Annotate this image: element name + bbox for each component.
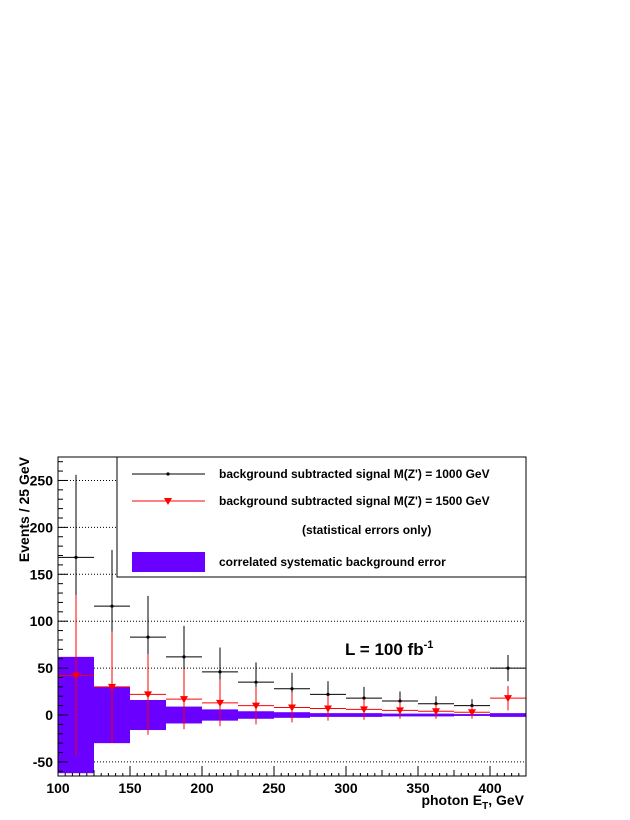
data-point-1500 (72, 672, 80, 680)
data-point-1500 (252, 702, 260, 710)
data-point-1000 (218, 670, 222, 674)
x-axis-title-tail: , GeV (488, 792, 524, 808)
data-point-1500 (504, 695, 512, 703)
data-point-1000 (398, 699, 402, 703)
legend-note: (statistical errors only) (302, 523, 431, 537)
data-point-1500 (360, 706, 368, 714)
x-tick-label: 200 (190, 780, 214, 796)
data-point-1000 (362, 696, 366, 700)
y-tick-label: 200 (30, 519, 54, 535)
data-point-1500 (216, 699, 224, 707)
x-tick-label: 100 (46, 780, 70, 796)
legend-marker-1500 (164, 498, 172, 505)
data-point-1500 (180, 696, 188, 704)
y-tick-label: -50 (33, 754, 53, 770)
luminosity-text: L = 100 fb (345, 640, 424, 659)
axis-layer: 100 150 200 250 300 350 400 -50 0 50 100 150 200 250 (30, 461, 527, 796)
data-point-1500 (324, 705, 332, 713)
data-point-1000 (146, 635, 150, 639)
x-tick-label: 150 (118, 780, 142, 796)
luminosity-annotation: L = 100 fb-1 (345, 639, 433, 659)
systematic-band-bin (490, 713, 526, 717)
data-point-1000 (290, 687, 294, 691)
legend-marks (132, 472, 205, 572)
x-axis-title: photon ET, GeV (421, 792, 524, 812)
y-tick-label: 50 (37, 660, 53, 676)
data-point-1500 (468, 709, 476, 717)
x-axis-title-main: photon E (421, 792, 482, 808)
data-point-1500 (108, 683, 116, 691)
legend-label-1000: background subtracted signal M(Z') = 100… (219, 467, 490, 481)
data-point-1500 (396, 707, 404, 715)
data-point-1000 (110, 604, 114, 608)
legend-label-systematic: correlated systematic background error (219, 555, 446, 569)
data-point-1000 (74, 555, 78, 559)
data-point-1000 (506, 666, 510, 670)
x-axis-title-subscript: T (482, 801, 488, 812)
x-tick-label: 350 (406, 780, 430, 796)
data-point-1000 (326, 692, 330, 696)
data-point-1500 (144, 691, 152, 699)
x-tick-label: 400 (478, 780, 502, 796)
data-point-1500 (432, 708, 440, 716)
y-tick-label: 100 (30, 613, 54, 629)
legend: background subtracted signal M(Z') = 100… (116, 456, 527, 578)
legend-label-1500: background subtracted signal M(Z') = 150… (219, 494, 490, 508)
legend-swatch-systematic (132, 552, 205, 572)
data-point-1000 (254, 680, 258, 684)
luminosity-exponent: -1 (424, 639, 434, 651)
y-tick-label: 250 (30, 472, 54, 488)
x-tick-label: 250 (262, 780, 286, 796)
data-point-1500 (288, 704, 296, 712)
y-tick-label: 150 (30, 566, 54, 582)
y-tick-label: 0 (45, 707, 53, 723)
x-tick-label: 300 (334, 780, 358, 796)
legend-marker-1000 (166, 472, 170, 476)
y-axis-title: Events / 25 GeV (16, 456, 32, 562)
series-layer (58, 474, 526, 757)
data-point-1000 (182, 655, 186, 659)
